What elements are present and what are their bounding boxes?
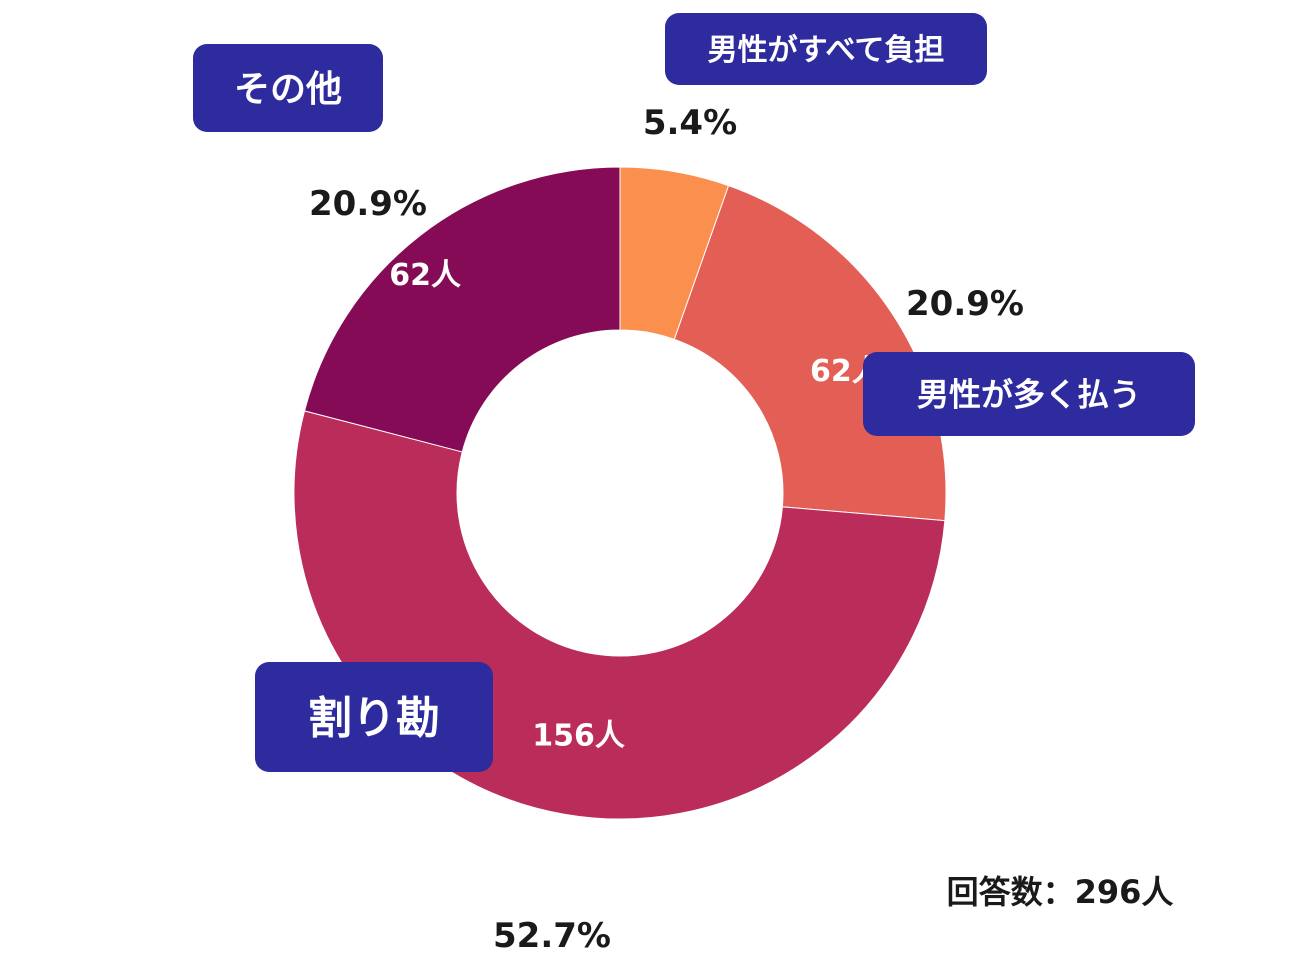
- category-tag: 割り勘: [255, 662, 493, 772]
- slice-count-label: 62人: [389, 258, 461, 293]
- category-tag-label: 割り勘: [308, 693, 440, 744]
- slice-count-label: 156人: [532, 718, 625, 753]
- category-tag-background: [863, 352, 1195, 436]
- slice-percent-label: 52.7%: [493, 916, 611, 956]
- category-tag-background: [193, 44, 383, 132]
- total-respondents-label: 回答数：296人: [947, 873, 1174, 911]
- category-tag-background: [255, 662, 493, 772]
- category-tag-label: 男性が多く払う: [917, 376, 1141, 414]
- donut-slice-2: [673, 184, 947, 522]
- slice-percent-label: 20.9%: [906, 284, 1024, 324]
- donut-slice-4: [303, 166, 621, 453]
- slice-percent-label: 5.4%: [643, 103, 737, 143]
- category-tag: 男性が多く払う: [863, 352, 1195, 436]
- category-tag: その他: [193, 44, 383, 132]
- category-tag: 男性がすべて負担: [665, 13, 987, 85]
- percent-labels-layer: 5.4% 20.9% 52.7% 20.9%: [309, 103, 1024, 956]
- category-tag-background: [665, 13, 987, 85]
- category-tag-label: 男性がすべて負担: [708, 33, 945, 68]
- category-tag-label: その他: [234, 69, 342, 110]
- slice-percent-label: 20.9%: [309, 184, 427, 224]
